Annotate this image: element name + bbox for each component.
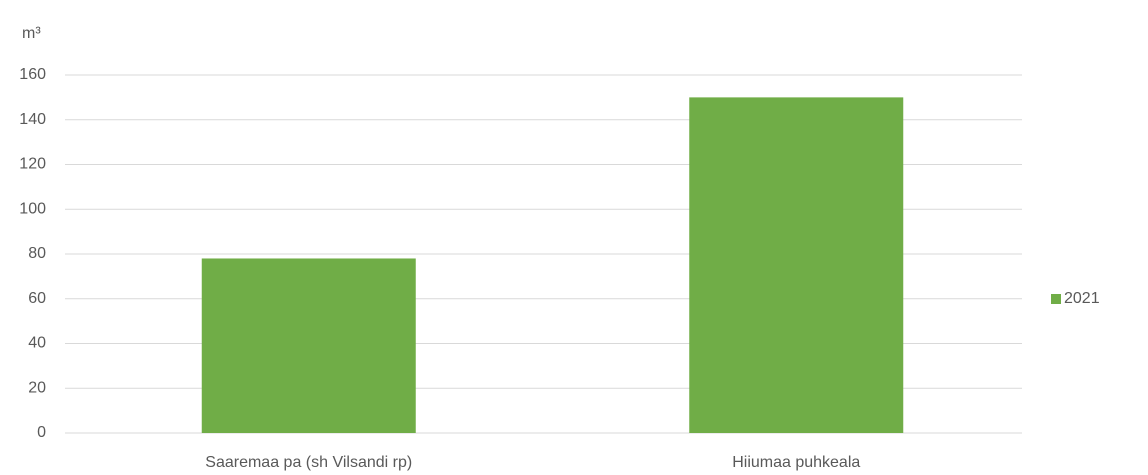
y-tick-label: 20 bbox=[28, 379, 46, 396]
legend-label: 2021 bbox=[1064, 290, 1100, 307]
x-tick-label: Hiiumaa puhkeala bbox=[732, 454, 860, 471]
y-tick-label: 160 bbox=[19, 66, 46, 83]
y-tick-label: 0 bbox=[37, 424, 46, 441]
y-tick-label: 80 bbox=[28, 245, 46, 262]
legend-swatch bbox=[1051, 294, 1061, 304]
x-tick-label: Saaremaa pa (sh Vilsandi rp) bbox=[205, 454, 412, 471]
y-tick-label: 140 bbox=[19, 111, 46, 128]
y-tick-label: 100 bbox=[19, 200, 46, 217]
y-axis-label: m³ bbox=[22, 25, 41, 42]
y-tick-label: 120 bbox=[19, 156, 46, 173]
bar bbox=[201, 258, 416, 433]
y-tick-label: 40 bbox=[28, 335, 46, 352]
bar bbox=[689, 97, 904, 433]
y-tick-label: 60 bbox=[28, 290, 46, 307]
